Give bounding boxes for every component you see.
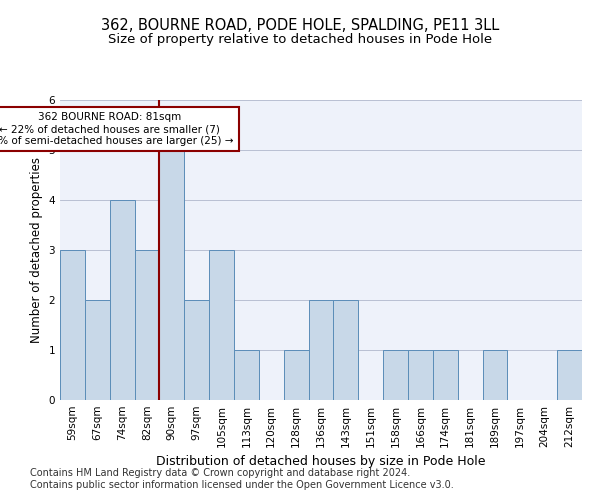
Bar [134,250,160,400]
Text: Size of property relative to detached houses in Pode Hole: Size of property relative to detached ho… [108,32,492,46]
Bar [110,200,134,400]
Text: 362 BOURNE ROAD: 81sqm
← 22% of detached houses are smaller (7)
78% of semi-deta: 362 BOURNE ROAD: 81sqm ← 22% of detached… [0,112,234,146]
Bar [160,150,184,400]
Bar [334,300,358,400]
Bar [383,350,408,400]
Text: Contains public sector information licensed under the Open Government Licence v3: Contains public sector information licen… [30,480,454,490]
Bar [482,350,508,400]
Text: Contains HM Land Registry data © Crown copyright and database right 2024.: Contains HM Land Registry data © Crown c… [30,468,410,477]
Bar [60,250,85,400]
Bar [308,300,334,400]
Bar [85,300,110,400]
Bar [209,250,234,400]
Bar [408,350,433,400]
Text: 362, BOURNE ROAD, PODE HOLE, SPALDING, PE11 3LL: 362, BOURNE ROAD, PODE HOLE, SPALDING, P… [101,18,499,32]
Bar [433,350,458,400]
Bar [184,300,209,400]
Bar [284,350,308,400]
Bar [557,350,582,400]
Y-axis label: Number of detached properties: Number of detached properties [30,157,43,343]
X-axis label: Distribution of detached houses by size in Pode Hole: Distribution of detached houses by size … [156,456,486,468]
Bar [234,350,259,400]
